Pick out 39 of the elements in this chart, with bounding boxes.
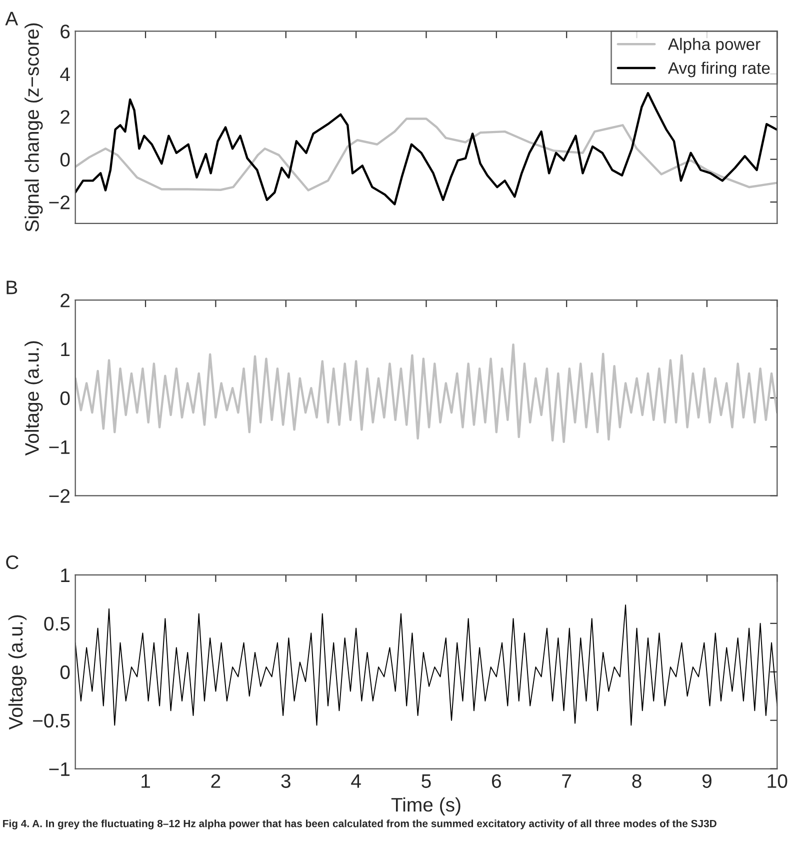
line-series (75, 604, 778, 726)
y-tick-label: 1 (61, 342, 70, 356)
line-series (75, 343, 778, 444)
legend-label: Alpha power (668, 38, 760, 54)
y-tick-label: 2 (60, 294, 70, 308)
y-tick-label: −1 (49, 762, 70, 776)
chart-title: B (6, 280, 18, 294)
x-tick-label: 1 (142, 774, 150, 788)
x-tick-label: 10 (768, 774, 788, 788)
y-axis-title: Signal change (z−score) (24, 23, 43, 232)
y-tick-label: −2 (49, 196, 70, 210)
x-tick-label: 4 (351, 774, 361, 788)
line-series (75, 92, 778, 206)
caption: Fig 4. A. In grey the fluctuating 8–12 Hz alpha power that has been calculated from the summed excitatory activity of all three modes of the SJ3D (3, 820, 716, 830)
x-tick-label: 3 (281, 774, 290, 788)
x-axis-title: Time (s) (391, 797, 460, 816)
x-tick-label: 6 (492, 774, 501, 788)
y-tick-label: 0 (60, 665, 70, 680)
legend-label: Avg firing rate (668, 62, 770, 78)
y-tick-label: −0.5 (33, 714, 70, 728)
y-tick-label: 0.5 (44, 616, 70, 631)
y-tick-label: −1 (49, 440, 70, 454)
line-series (75, 118, 778, 192)
y-axis-title: Voltage (a.u.) (24, 341, 43, 456)
y-axis-title: Voltage (a.u.) (8, 615, 27, 730)
y-tick-label: 0 (60, 391, 70, 406)
y-tick-label: 6 (60, 24, 70, 38)
x-tick-label: 2 (211, 774, 220, 788)
chart-title: C (6, 555, 18, 570)
x-tick-label: 9 (702, 774, 712, 788)
x-tick-label: 7 (562, 774, 572, 788)
y-tick-label: 1 (61, 568, 70, 582)
y-tick-label: −2 (49, 489, 70, 503)
y-tick-label: 0 (60, 152, 70, 167)
y-tick-label: 4 (60, 68, 70, 81)
x-tick-label: 8 (632, 774, 642, 788)
chart-title: A (5, 12, 18, 26)
y-tick-label: 2 (60, 110, 70, 124)
x-tick-label: 5 (422, 774, 431, 788)
